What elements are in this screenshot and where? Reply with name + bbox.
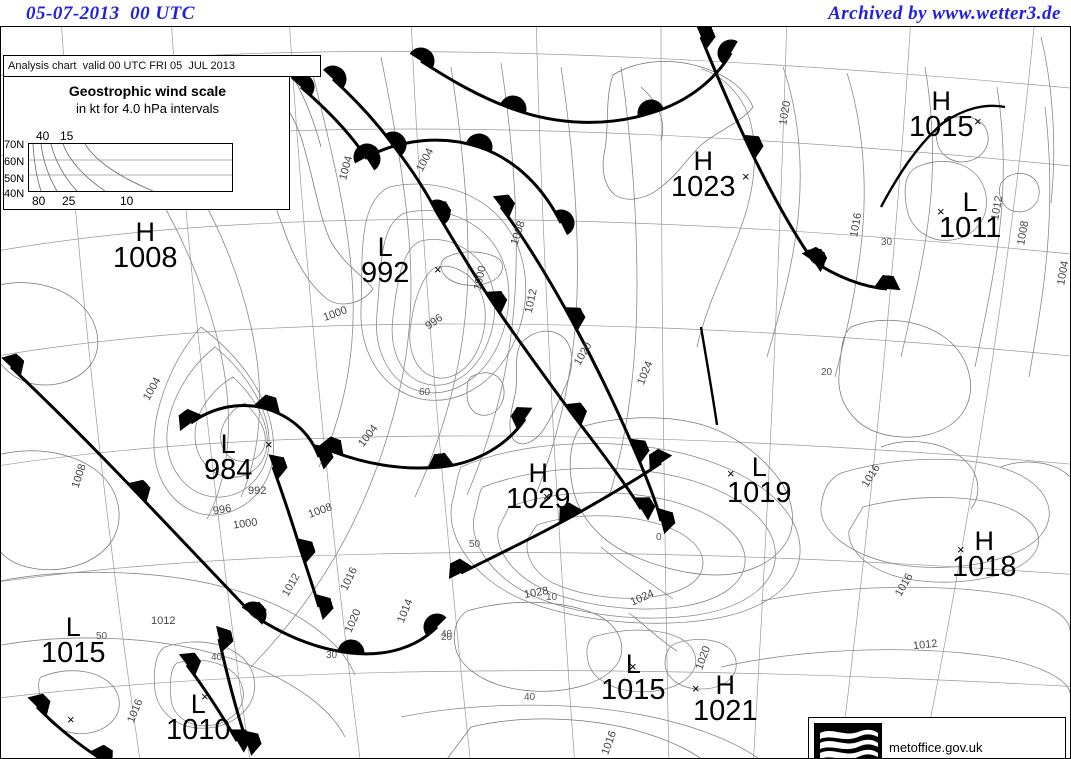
geostrophic-tick-label: 20 (821, 367, 833, 378)
pressure-centre-h-1018: H 1018 (952, 526, 1017, 583)
pressure-centre-value: 1015 (909, 111, 974, 143)
geostrophic-tick-label: 30 (326, 650, 338, 661)
synoptic-map: Analysis chart valid 00 UTC FRI 05 JUL 2… (0, 26, 1071, 759)
pressure-centre-type: L (190, 689, 206, 719)
pressure-centre-marker: × (265, 437, 273, 452)
pressure-centre-type: H (693, 146, 714, 176)
met-office-credit-text: metoffice.gov.uk © Crown Copyright (889, 740, 999, 758)
pressure-centre-type: H (974, 526, 995, 556)
met-office-url: metoffice.gov.uk (889, 740, 983, 755)
pressure-centre-type: H (931, 86, 952, 116)
geostrophic-tick-label: 50 (469, 539, 481, 550)
wind-scale-subtitle: in kt for 4.0 hPa intervals (75, 101, 220, 116)
pressure-centre-type: L (962, 187, 978, 217)
pressure-centre-l-1019: L 1019 (727, 452, 792, 509)
pressure-centre-value: 1015 (601, 674, 666, 706)
pressure-centre-l-1015: L 1015 (41, 612, 106, 669)
wind-scale-top-15: 15 (60, 129, 74, 143)
pressure-centre-l-1010: L 1010 (166, 689, 231, 746)
met-office-logo-box: Met Office metoffice.gov.uk © Crown Copy… (808, 717, 1066, 758)
pressure-centre-value: 1010 (166, 714, 231, 746)
met-office-copyright: © Crown Copyright (889, 756, 999, 758)
wind-scale-bottom-25: 25 (62, 194, 76, 208)
geostrophic-wind-scale-legend: Geostrophic wind scale in kt for 4.0 hPa… (3, 77, 290, 210)
pressure-centre-marker: × (543, 489, 551, 504)
geostrophic-tick-label: 0 (656, 532, 662, 543)
pressure-centre-marker: × (727, 466, 735, 481)
geostrophic-tick-label: 40 (524, 692, 536, 703)
chart-header: 05-07-2013 00 UTC Archived by www.wetter… (0, 0, 1071, 26)
pressure-centre-marker: × (974, 114, 982, 129)
pressure-centre-type: L (625, 649, 641, 679)
pressure-centre-type: H (135, 217, 156, 247)
pressure-centre-marker: × (434, 262, 442, 277)
pressure-centre-h-1029: H 1029 (506, 458, 571, 515)
pressure-centre-type: L (65, 612, 81, 642)
pressure-centre-h-1023: H 1023 (671, 146, 736, 203)
geostrophic-tick-label: 40 (441, 629, 453, 640)
pressure-centre-h-1021: H 1021 (693, 670, 758, 727)
pressure-centre-value: 984 (204, 454, 253, 486)
wind-scale-lat-60n: 60N (4, 156, 25, 168)
pressure-centre-marker: × (957, 542, 965, 557)
pressure-centre-h-1008: H 1008 (113, 217, 178, 274)
pressure-centre-type: H (715, 670, 736, 700)
pressure-centre-l-992: L 992 (361, 232, 410, 289)
wind-scale-bottom-80: 80 (32, 194, 46, 208)
isobar-label: 992 (248, 485, 267, 497)
wind-scale-lat-40n: 40N (4, 188, 25, 200)
wind-scale-plot (28, 143, 233, 192)
geostrophic-tick-label: 60 (419, 387, 431, 398)
wind-scale-top-40: 40 (36, 129, 50, 143)
pressure-centre-marker: × (742, 169, 750, 184)
map-graphics (1, 27, 1070, 758)
pressure-centre-l-1015: L 1015 (601, 649, 666, 706)
pressure-centre-l-984: L 984 (204, 429, 253, 486)
pressure-centre-marker: × (201, 689, 209, 704)
geostrophic-tick-label: 10 (546, 592, 558, 603)
geostrophic-tick-label: 40 (211, 652, 223, 663)
pressure-centre-value: 1018 (952, 551, 1017, 583)
chart-date-label: 05-07-2013 00 UTC (26, 3, 195, 24)
pressure-centre-type: L (751, 452, 767, 482)
geostrophic-tick-label: 50 (96, 631, 108, 642)
pressure-centre-value: 1029 (506, 483, 571, 515)
pressure-centre-value: 1015 (41, 637, 106, 669)
pressure-centre-marker: × (692, 681, 700, 696)
geostrophic-tick-label: 30 (881, 237, 893, 248)
pressure-centre-value: 1021 (693, 695, 758, 727)
geostrophic-tick-label: 20 (441, 632, 453, 643)
analysis-caption-box: Analysis chart valid 00 UTC FRI 05 JUL 2… (3, 55, 321, 77)
pressure-centre-type: L (220, 429, 236, 459)
wind-scale-bottom-10: 10 (120, 194, 134, 208)
pressure-centre-value: 1011 (939, 212, 1002, 244)
pressure-centre-value: 1019 (727, 477, 792, 509)
isobar-label: 1012 (151, 615, 176, 627)
wind-scale-title: Geostrophic wind scale (68, 83, 227, 99)
pressure-centre-marker: × (629, 659, 637, 674)
pressure-centre-h-1015: H 1015 (909, 86, 974, 143)
archive-credit-label: Archived by www.wetter3.de (828, 3, 1061, 24)
pressure-centre-type: H (528, 458, 549, 488)
analysis-caption-text: Analysis chart valid 00 UTC FRI 05 JUL 2… (8, 60, 236, 72)
front-layer (11, 37, 1006, 758)
pressure-centre-type: L (377, 232, 393, 262)
wind-scale-lat-70n: 70N (4, 139, 25, 151)
isobar-label: 1012 (912, 637, 939, 653)
wind-scale-lat-50n: 50N (4, 173, 25, 185)
pressure-centre-marker: × (67, 712, 75, 727)
pressure-centre-marker: × (937, 204, 945, 219)
pressure-centre-value: 1023 (671, 171, 736, 203)
pressure-centre-l-1011: L 1011 (939, 187, 1002, 244)
pressure-centre-value: 992 (361, 257, 410, 289)
met-office-wave-icon (814, 723, 882, 758)
pressure-centre-value: 1008 (113, 242, 178, 274)
